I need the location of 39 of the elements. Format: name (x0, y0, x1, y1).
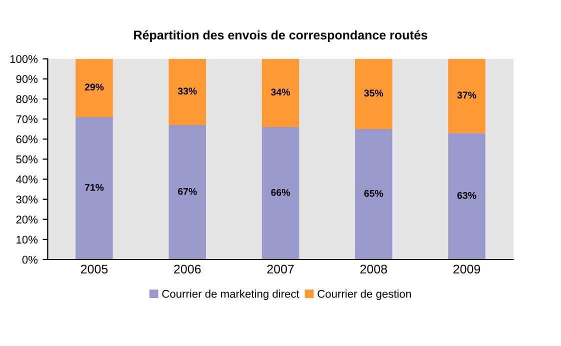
data-label: 37% (457, 92, 476, 99)
bar (262, 127, 300, 260)
y-tick-label: 80% (16, 95, 38, 104)
bar (448, 133, 486, 260)
data-label: 71% (84, 184, 104, 191)
y-tick-label: 50% (16, 155, 38, 164)
data-label: 65% (364, 190, 384, 197)
bar (355, 129, 392, 260)
y-tick-label: 20% (16, 216, 38, 224)
bar (76, 58, 113, 118)
x-tick-label: 2006 (174, 264, 201, 274)
chart-title: Répartition des envois de correspondance routés (134, 30, 428, 42)
x-tick-label: 2008 (360, 264, 387, 274)
bar (168, 125, 206, 260)
data-label: 67% (178, 188, 197, 195)
y-tick-label: 60% (16, 135, 38, 144)
bar (262, 58, 300, 128)
y-tick-label: 90% (16, 75, 38, 84)
data-label: 33% (178, 88, 197, 95)
data-label: 63% (457, 192, 476, 199)
y-tick-label: 0% (22, 256, 38, 264)
x-tick-label: 2005 (80, 264, 108, 274)
bar (76, 117, 113, 260)
y-tick-label: 40% (16, 175, 38, 184)
y-tick-label: 10% (16, 236, 38, 244)
y-tick-label: 70% (16, 115, 38, 124)
y-tick-label: 30% (16, 196, 38, 204)
data-label: 66% (271, 189, 290, 196)
data-label: 34% (270, 88, 290, 96)
bar (168, 58, 206, 126)
x-tick-label: 2009 (453, 264, 480, 274)
bar (355, 58, 392, 130)
data-label: 35% (364, 90, 384, 97)
bar (448, 58, 486, 134)
legend-label: Courrier de gestion (318, 290, 411, 300)
y-tick-label: 100% (10, 55, 38, 63)
x-tick-label: 2007 (267, 264, 294, 274)
legend-label: Courrier de marketing direct (162, 290, 300, 300)
data-label: 29% (84, 84, 104, 91)
